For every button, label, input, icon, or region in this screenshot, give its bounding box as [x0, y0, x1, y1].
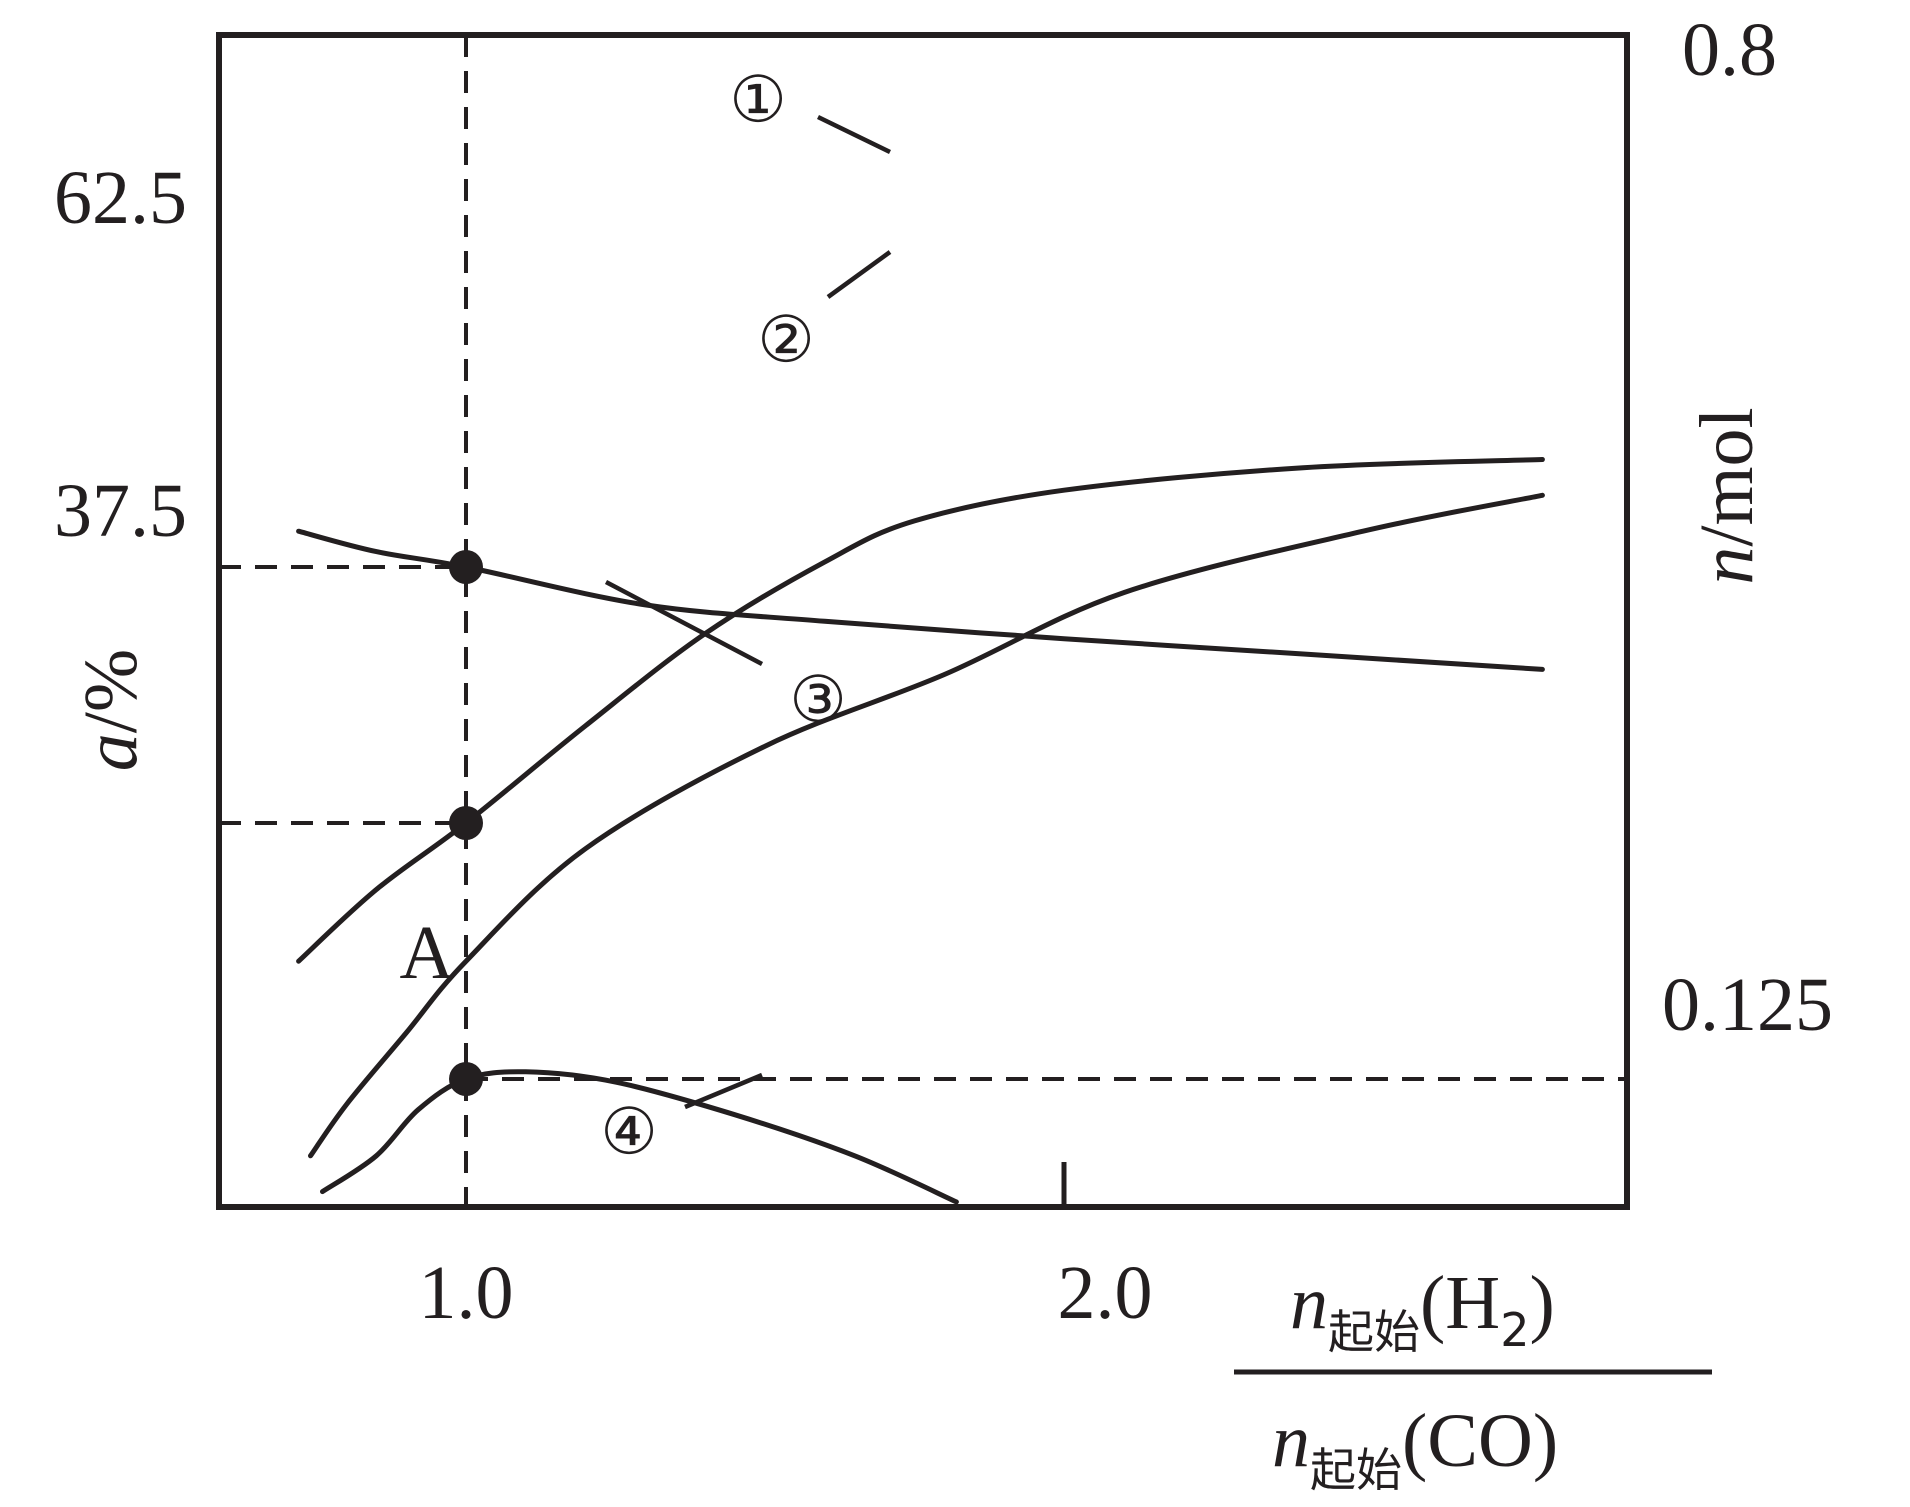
series-line-2 — [296, 528, 1545, 672]
x-title-denominator: n起始(CO) — [1272, 1399, 1558, 1497]
y-right-unit: /mol — [1685, 407, 1769, 546]
y-right-tick-label: 0.8 — [1682, 8, 1777, 92]
leader-line-4 — [684, 1072, 763, 1110]
y-right-tick-label: 0.125 — [1662, 963, 1833, 1047]
series-labels: ① ② ③ ④ — [600, 65, 846, 1168]
y-left-axis-title: a/% — [69, 649, 153, 771]
series-label-4: ④ — [600, 1097, 657, 1168]
leader-line-2 — [826, 250, 892, 299]
y-right-var: n — [1685, 547, 1769, 585]
series-label-2: ② — [757, 305, 814, 376]
x-title-numerator: n起始(H2) — [1290, 1261, 1555, 1359]
series-leaders — [604, 114, 892, 1110]
data-point-marker — [449, 1062, 483, 1096]
x-axis-title: n起始(H2) n起始(CO) — [1234, 1261, 1712, 1497]
reference-lines — [219, 35, 1627, 1207]
y-left-var: a — [69, 733, 153, 771]
series-label-1: ① — [729, 65, 786, 136]
x-tick-label: 2.0 — [1058, 1251, 1153, 1335]
tick-labels: 62.5 37.5 0.8 0.125 1.0 2.0 — [54, 8, 1833, 1335]
svg-text:n/mol: n/mol — [1685, 407, 1769, 584]
y-right-axis-title: n/mol — [1685, 407, 1769, 584]
y-left-tick-label: 62.5 — [54, 156, 187, 240]
svg-text:a/%: a/% — [69, 649, 153, 771]
series-label-3: ③ — [789, 665, 846, 736]
data-point-marker — [449, 550, 483, 584]
series-line-1 — [296, 457, 1545, 964]
y-left-unit: /% — [69, 649, 153, 733]
leader-line-3 — [604, 580, 764, 666]
series-line-4 — [320, 1069, 959, 1205]
y-left-tick-label: 37.5 — [54, 469, 187, 553]
series-line-3 — [308, 492, 1545, 1159]
curves — [296, 457, 1545, 1205]
point-label-A: A — [400, 911, 455, 995]
plot-frame — [216, 32, 1630, 1210]
data-point-marker — [449, 806, 483, 840]
chart-marks — [449, 550, 483, 1096]
x-tick-label: 1.0 — [419, 1251, 514, 1335]
leader-line-1 — [817, 114, 891, 155]
